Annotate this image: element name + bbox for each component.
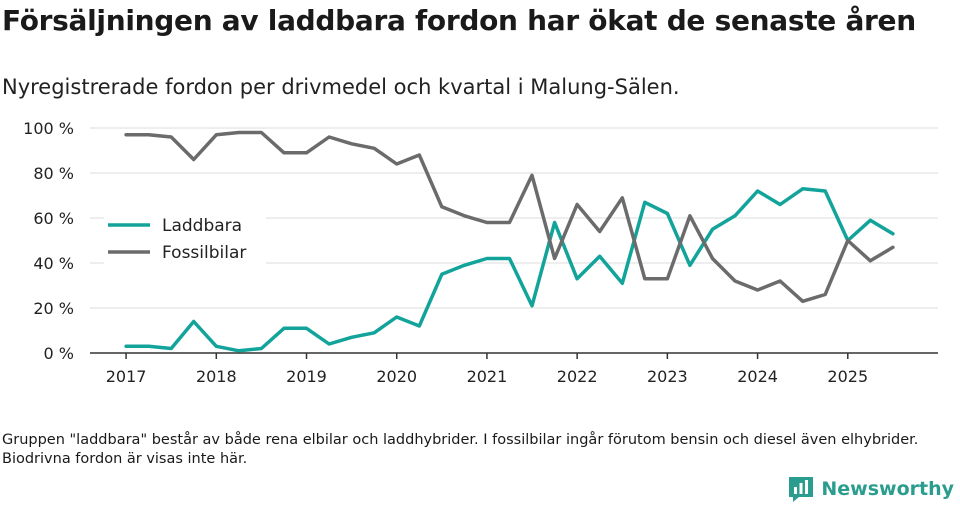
legend-background <box>104 242 266 264</box>
footnote: Gruppen "laddbara" består av både rena e… <box>2 432 919 467</box>
chart-subtitle: Nyregistrerade fordon per drivmedel och … <box>2 75 680 99</box>
x-tick-label: 2021 <box>467 367 508 386</box>
legend-background <box>104 215 266 237</box>
brand-logo: Newsworthy <box>787 473 954 505</box>
x-axis-ticks: 2017 2018 2019 2020 2021 2022 2023 2024 2025 <box>106 353 868 386</box>
legend-label: Fossilbilar <box>162 243 246 263</box>
y-axis-ticks: 0 % 20 % 40 % 60 % 80 % 100 % <box>23 119 74 363</box>
legend-label: Laddbara <box>162 216 242 236</box>
y-tick-label: 100 % <box>23 119 74 138</box>
chart-title: Försäljningen av laddbara fordon har öka… <box>2 4 916 37</box>
x-tick-label: 2025 <box>827 367 868 386</box>
x-tick-label: 2017 <box>106 367 147 386</box>
y-tick-label: 0 % <box>44 344 74 363</box>
series-line-laddbara <box>124 187 895 353</box>
newsworthy-logo-icon <box>789 477 814 502</box>
grid-lines <box>90 127 938 354</box>
y-tick-label: 40 % <box>33 254 74 273</box>
line-chart: 0 % 20 % 40 % 60 % 80 % 100 % 2017 2018 2019 202… <box>23 119 938 386</box>
brand-name: Newsworthy <box>821 478 954 500</box>
x-tick-label: 2024 <box>737 367 778 386</box>
series-lines <box>124 130 895 353</box>
x-tick-label: 2020 <box>376 367 417 386</box>
x-tick-label: 2018 <box>196 367 237 386</box>
series-line-fossilbilar <box>124 130 895 304</box>
x-tick-label: 2023 <box>647 367 688 386</box>
x-tick-label: 2022 <box>557 367 598 386</box>
x-tick-label: 2019 <box>286 367 327 386</box>
y-tick-label: 20 % <box>33 299 74 318</box>
y-tick-label: 60 % <box>33 209 74 228</box>
legend: Laddbara Fossilbilar <box>104 215 266 264</box>
y-tick-label: 80 % <box>33 164 74 183</box>
